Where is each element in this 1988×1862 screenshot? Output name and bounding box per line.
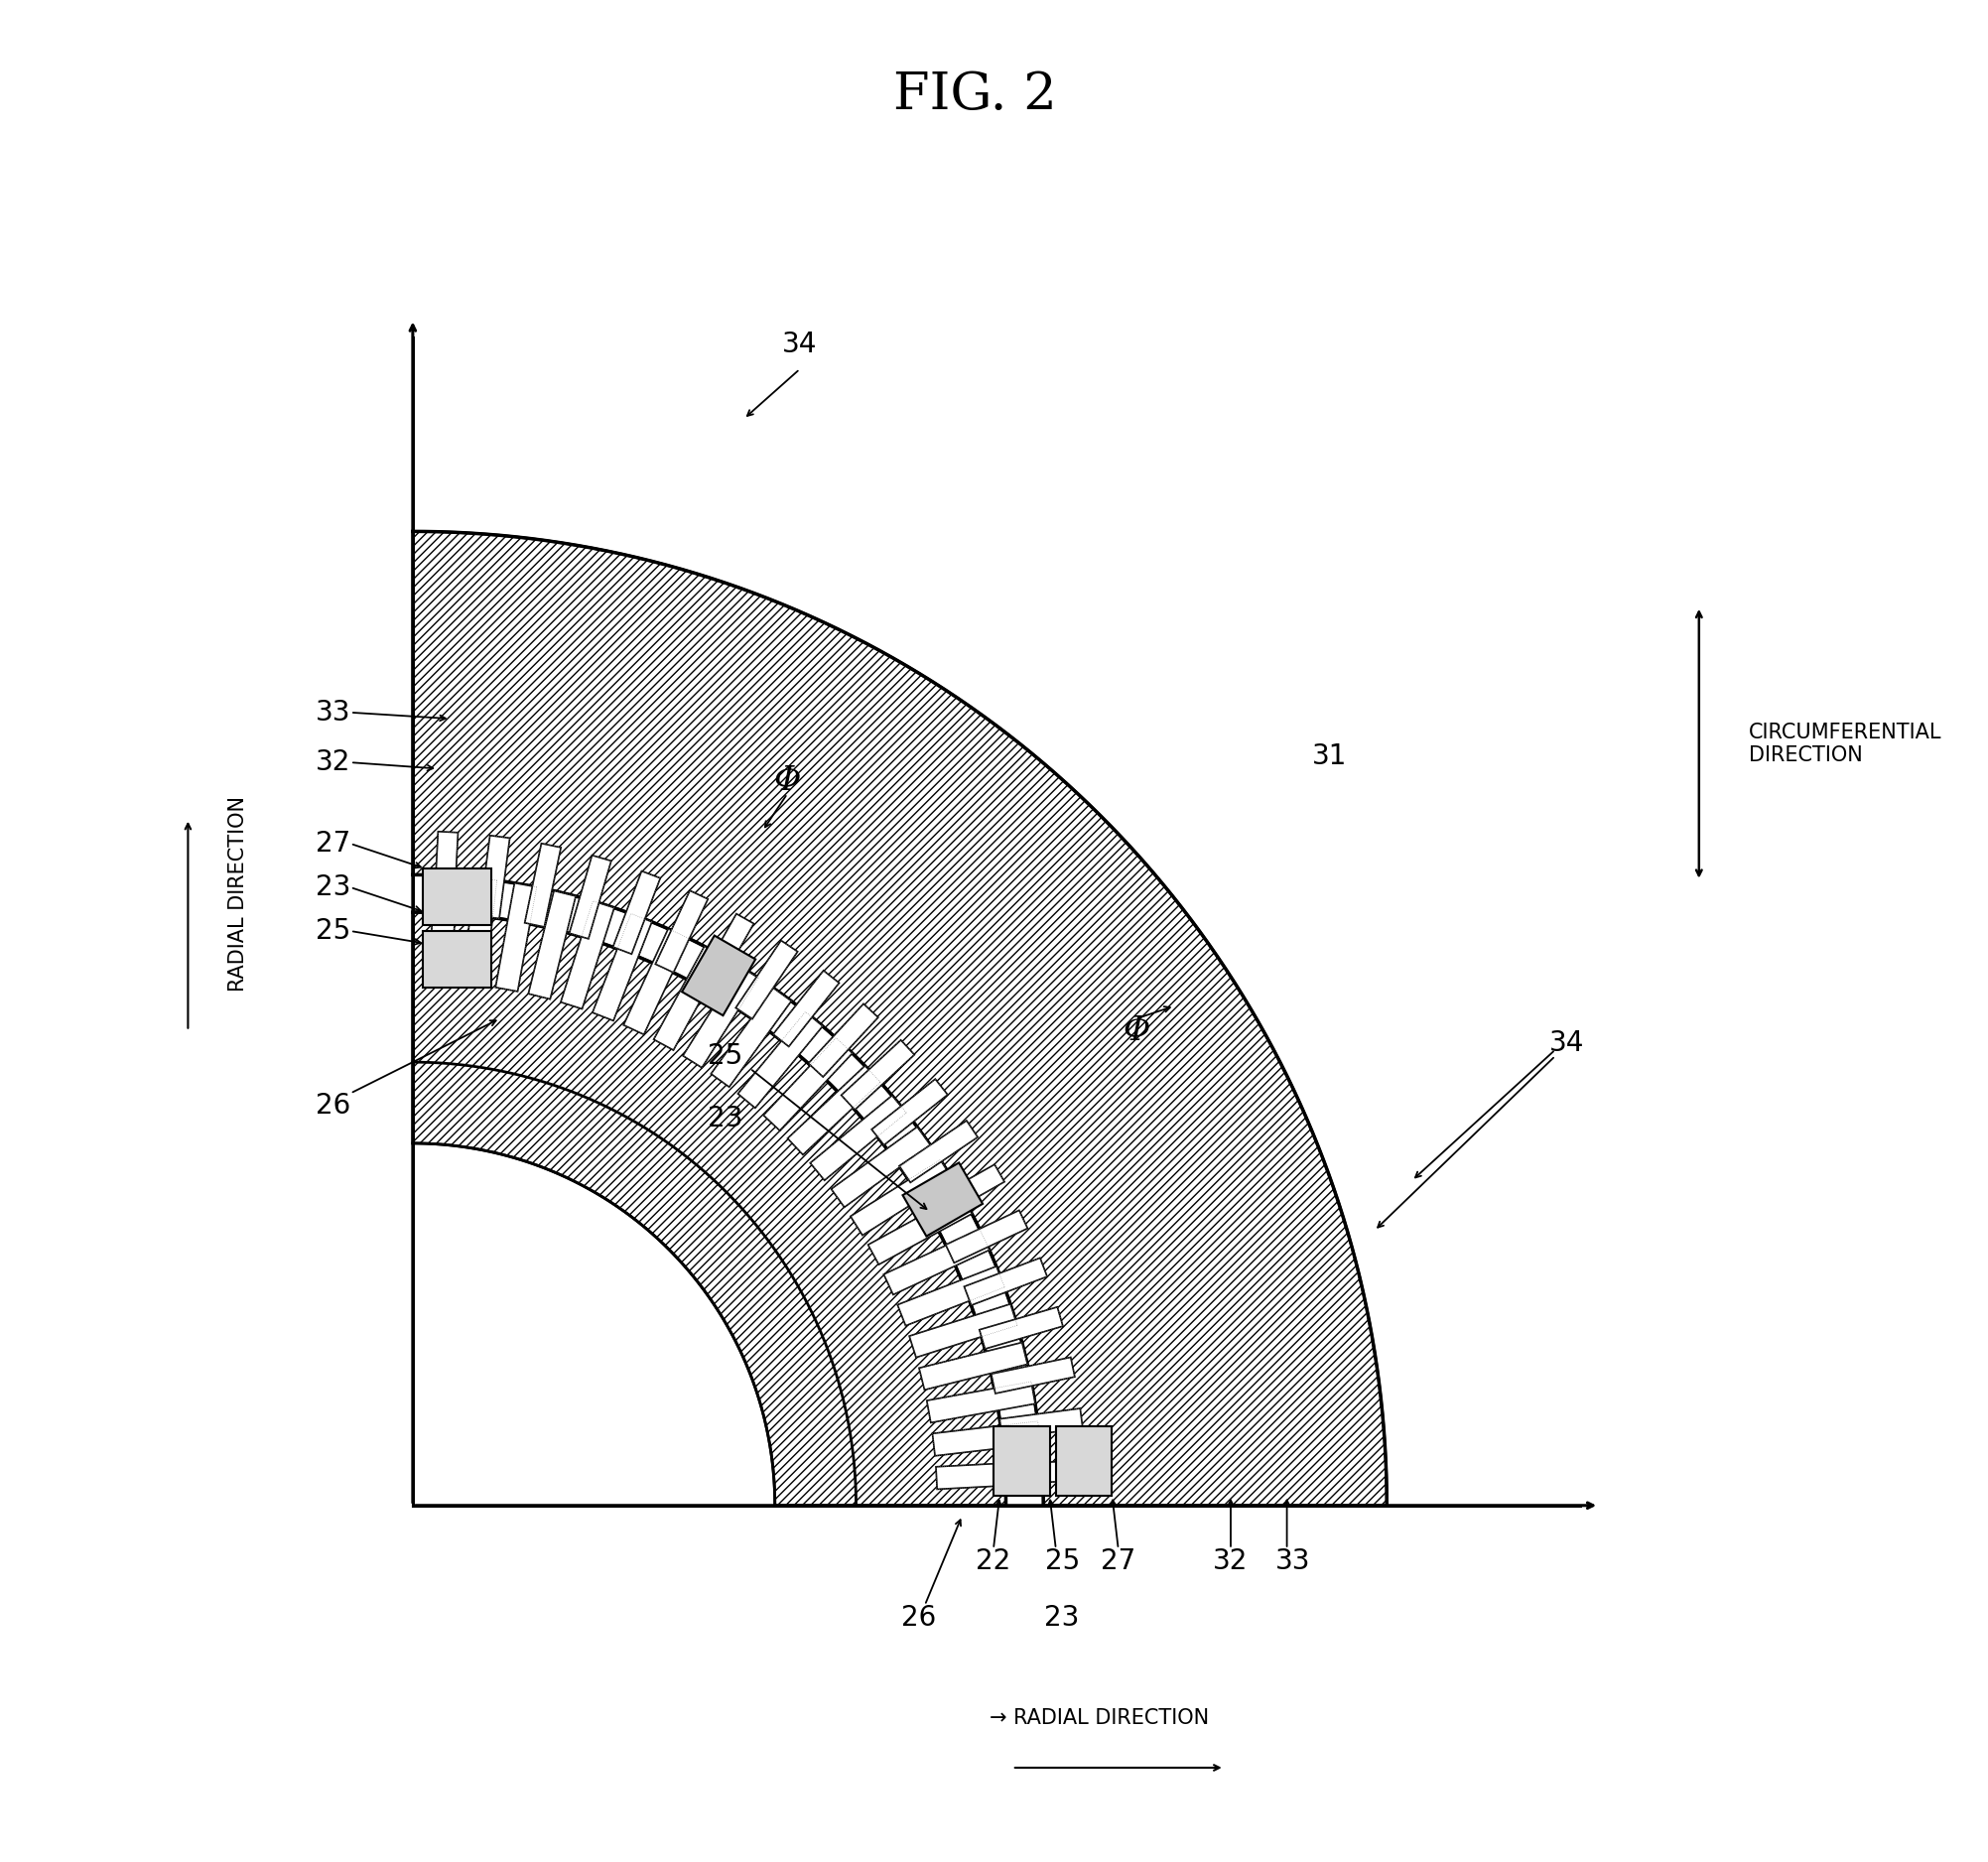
Polygon shape (1004, 1460, 1087, 1484)
Bar (423, 868, 491, 925)
Polygon shape (964, 1259, 1048, 1305)
Polygon shape (712, 989, 791, 1087)
Polygon shape (429, 875, 457, 983)
Text: 31: 31 (1312, 743, 1348, 771)
Bar (423, 931, 491, 987)
Polygon shape (903, 1162, 982, 1236)
Polygon shape (414, 531, 1388, 1506)
Polygon shape (899, 1121, 978, 1182)
Text: 27: 27 (316, 830, 350, 858)
Polygon shape (736, 940, 797, 1019)
Polygon shape (787, 1065, 881, 1154)
Polygon shape (592, 914, 652, 1020)
Text: 34: 34 (1549, 1030, 1584, 1058)
Text: 26: 26 (316, 1091, 350, 1119)
Polygon shape (1000, 1408, 1083, 1439)
Polygon shape (656, 890, 708, 972)
Polygon shape (773, 970, 839, 1046)
Polygon shape (569, 855, 610, 938)
Polygon shape (809, 1004, 879, 1076)
Text: RADIAL DIRECTION: RADIAL DIRECTION (229, 795, 248, 991)
Text: 25: 25 (316, 918, 350, 944)
Polygon shape (926, 1382, 1036, 1423)
Polygon shape (463, 877, 497, 985)
Polygon shape (696, 914, 753, 994)
Text: 32: 32 (316, 749, 350, 776)
Text: Φ: Φ (1123, 1015, 1151, 1046)
Polygon shape (897, 1266, 1004, 1326)
Polygon shape (414, 912, 1006, 1506)
Polygon shape (992, 1357, 1076, 1393)
Polygon shape (495, 883, 537, 991)
Polygon shape (479, 836, 509, 918)
Polygon shape (738, 1011, 823, 1108)
Polygon shape (763, 1037, 853, 1130)
Text: CIRCUMFERENTIAL
DIRECTION: CIRCUMFERENTIAL DIRECTION (1749, 722, 1942, 765)
Text: 25: 25 (1044, 1547, 1079, 1575)
Polygon shape (682, 935, 755, 1015)
Polygon shape (841, 1041, 914, 1110)
Polygon shape (885, 1229, 990, 1294)
Text: 34: 34 (783, 330, 817, 358)
Polygon shape (946, 1210, 1028, 1262)
Polygon shape (869, 1194, 972, 1264)
Text: 32: 32 (1213, 1547, 1248, 1575)
Polygon shape (980, 1307, 1064, 1348)
Text: 26: 26 (901, 1603, 936, 1631)
Polygon shape (682, 966, 759, 1067)
Polygon shape (871, 1080, 948, 1145)
Polygon shape (936, 1462, 1044, 1490)
Text: → RADIAL DIRECTION: → RADIAL DIRECTION (990, 1707, 1209, 1728)
Text: FIG. 2: FIG. 2 (893, 69, 1056, 119)
Text: 23: 23 (1044, 1603, 1079, 1631)
Bar (994, 1426, 1050, 1495)
Text: 23: 23 (708, 1104, 742, 1132)
Bar (1056, 1426, 1111, 1495)
Text: 23: 23 (316, 873, 350, 901)
Text: 22: 22 (976, 1547, 1012, 1575)
Text: 27: 27 (1101, 1547, 1135, 1575)
Text: 25: 25 (708, 1043, 742, 1071)
Text: Φ: Φ (773, 765, 801, 797)
Polygon shape (561, 901, 614, 1009)
Polygon shape (932, 1421, 1040, 1456)
Polygon shape (529, 890, 577, 1000)
Polygon shape (654, 946, 724, 1050)
Polygon shape (433, 832, 457, 914)
Polygon shape (909, 1303, 1018, 1357)
Polygon shape (525, 843, 561, 927)
Polygon shape (831, 1127, 930, 1207)
Polygon shape (851, 1160, 952, 1235)
Polygon shape (918, 1343, 1028, 1389)
Text: 33: 33 (314, 698, 350, 726)
Text: 33: 33 (1276, 1547, 1310, 1575)
Polygon shape (924, 1164, 1004, 1221)
Polygon shape (624, 929, 688, 1035)
Polygon shape (811, 1095, 907, 1181)
Polygon shape (612, 871, 660, 953)
